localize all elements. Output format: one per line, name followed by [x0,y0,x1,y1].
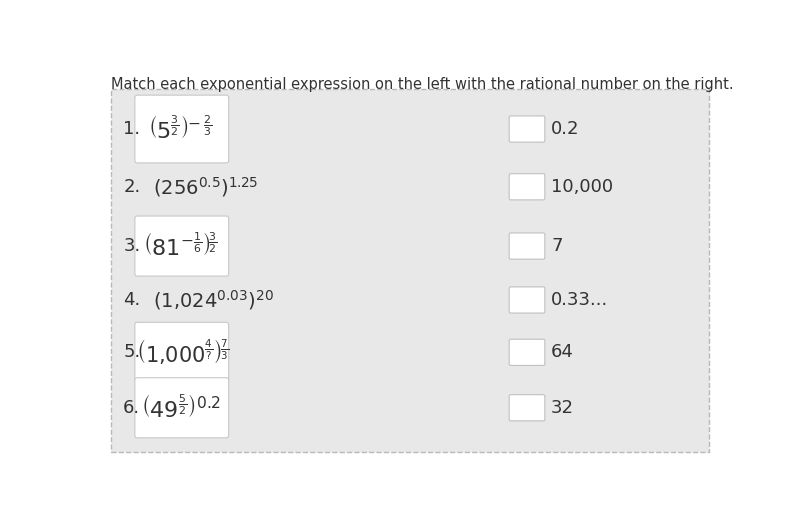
Text: 10,000: 10,000 [551,178,613,196]
Text: 4.: 4. [123,291,141,309]
FancyBboxPatch shape [509,339,545,366]
Text: 0.33...: 0.33... [551,291,608,309]
Text: Match each exponential expression on the left with the rational number on the ri: Match each exponential expression on the… [111,78,734,93]
FancyBboxPatch shape [135,216,229,276]
FancyBboxPatch shape [509,174,545,200]
FancyBboxPatch shape [509,116,545,142]
FancyBboxPatch shape [509,394,545,421]
Text: $(256^{0.5})^{1.25}$: $(256^{0.5})^{1.25}$ [153,175,258,199]
FancyBboxPatch shape [135,95,229,163]
Text: $(1{,}024^{0.03})^{20}$: $(1{,}024^{0.03})^{20}$ [153,288,274,312]
Text: 5.: 5. [123,343,141,361]
FancyBboxPatch shape [111,89,709,452]
FancyBboxPatch shape [509,233,545,259]
Text: $\left(49^{\frac{5}{2}}\right)^{0.2}$: $\left(49^{\frac{5}{2}}\right)^{0.2}$ [141,394,221,421]
Text: 64: 64 [551,343,574,361]
Text: 3.: 3. [123,237,141,255]
FancyBboxPatch shape [135,322,229,383]
Text: 2.: 2. [123,178,141,196]
Text: 1.: 1. [123,120,140,138]
Text: 7: 7 [551,237,562,255]
Text: 0.2: 0.2 [551,120,579,138]
Text: 6.: 6. [123,399,140,417]
Text: $\left(1{,}000^{\frac{4}{?}}\right)^{\!\frac{7}{3}}$: $\left(1{,}000^{\frac{4}{?}}\right)^{\!\… [135,338,229,367]
FancyBboxPatch shape [509,287,545,313]
FancyBboxPatch shape [135,378,229,438]
Text: $\left(5^{\frac{3}{2}}\right)^{\!\!-\frac{2}{3}}$: $\left(5^{\frac{3}{2}}\right)^{\!\!-\fra… [149,115,213,143]
Text: $\left(81^{-\frac{1}{6}}\right)^{\!\frac{3}{2}}$: $\left(81^{-\frac{1}{6}}\right)^{\!\frac… [143,232,218,260]
Text: 32: 32 [551,399,574,417]
